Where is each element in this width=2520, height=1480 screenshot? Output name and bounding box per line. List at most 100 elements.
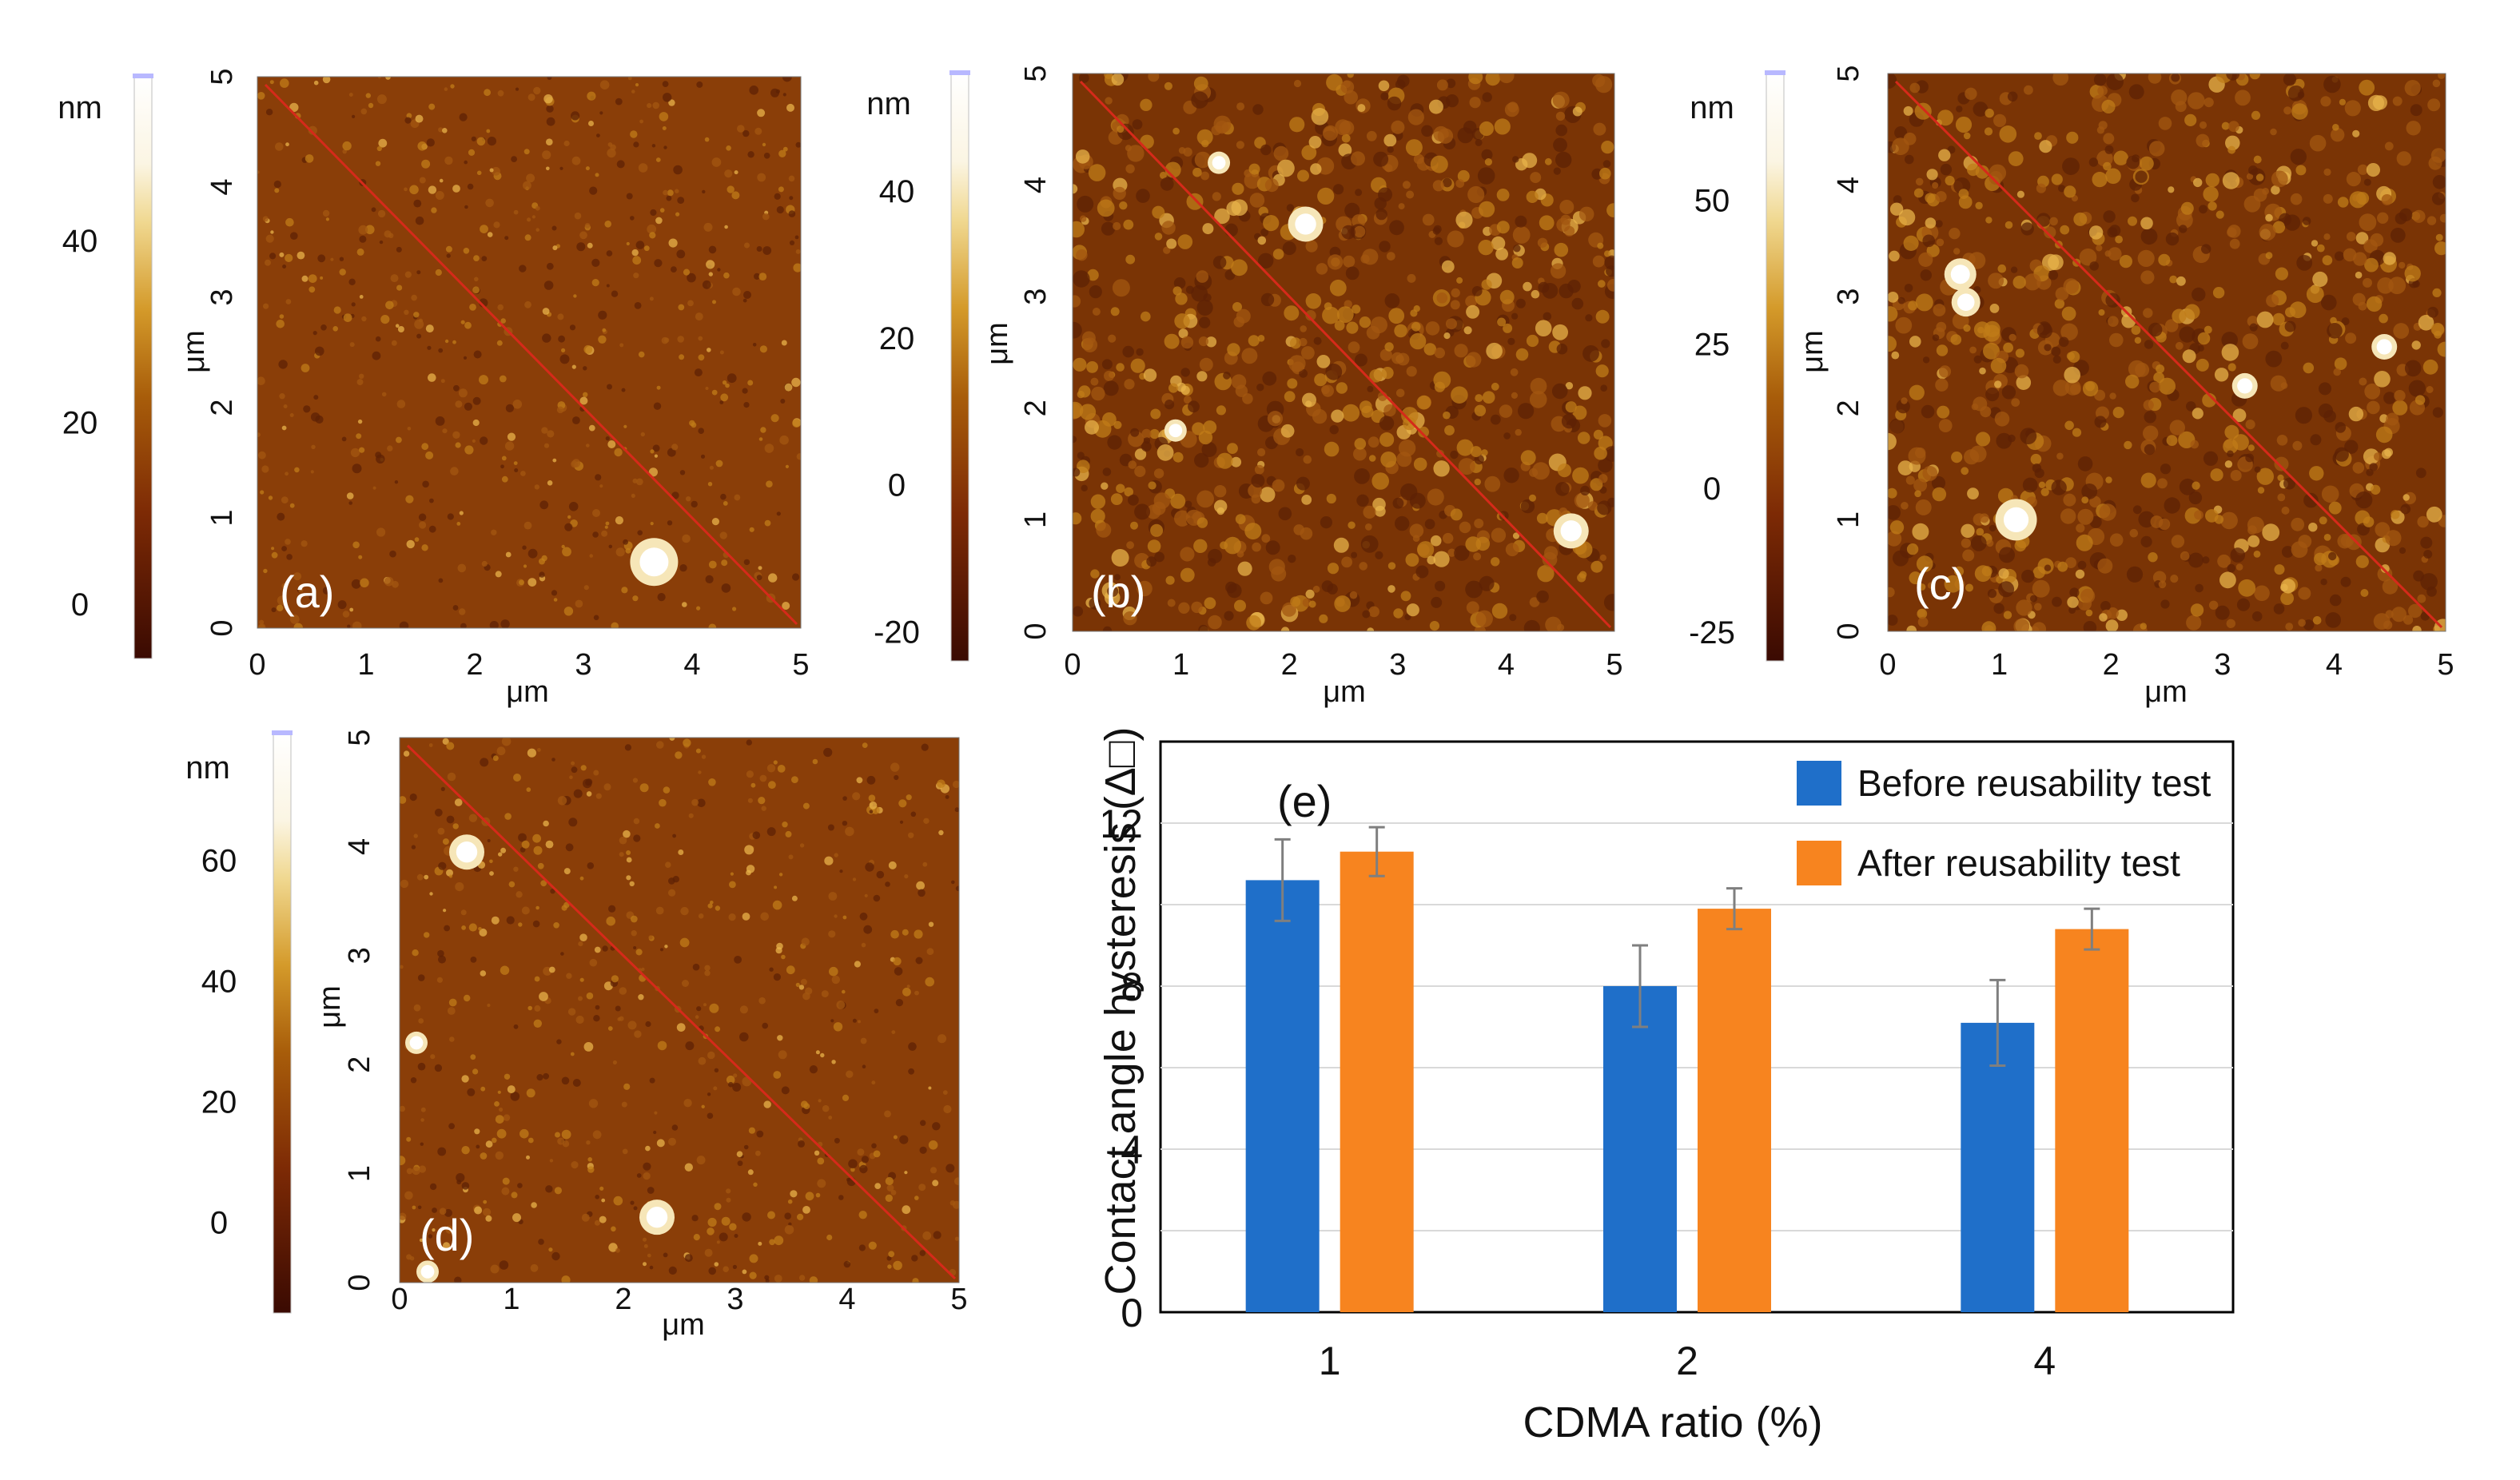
afm-grain xyxy=(499,375,507,383)
afm-grain xyxy=(279,393,285,400)
afm-grain xyxy=(683,738,691,747)
afm-grain xyxy=(1172,127,1180,135)
afm-grain xyxy=(418,1165,427,1173)
afm-grain xyxy=(1479,575,1495,591)
afm-grain xyxy=(2415,467,2426,479)
afm-grain xyxy=(2320,579,2327,586)
afm-grain xyxy=(1451,386,1468,404)
afm-grain xyxy=(257,376,265,385)
afm-grain xyxy=(1937,405,1950,419)
plot-frame xyxy=(1159,740,2235,1314)
afm-grain xyxy=(2281,546,2294,558)
afm-grain xyxy=(602,328,607,332)
afm-grain xyxy=(2052,355,2061,364)
afm-grain xyxy=(708,778,716,786)
afm-grain xyxy=(491,916,500,925)
afm-grain xyxy=(640,432,645,437)
afm-grain xyxy=(764,1275,770,1280)
afm-grain xyxy=(1128,494,1139,506)
x-tick-label: 0 xyxy=(391,1283,408,1316)
afm-grain xyxy=(1186,193,1204,210)
afm-grain xyxy=(589,554,593,558)
afm-grain xyxy=(1134,448,1147,460)
afm-grain xyxy=(1987,589,1997,599)
afm-grain xyxy=(1557,623,1565,631)
afm-grain xyxy=(375,452,382,459)
afm-grain xyxy=(2051,479,2067,495)
afm-grain xyxy=(599,80,610,90)
afm-grain xyxy=(753,1182,758,1187)
afm-grain xyxy=(1484,158,1492,166)
afm-grain xyxy=(1204,597,1216,610)
afm-grain xyxy=(309,286,316,293)
afm-grain xyxy=(1894,126,1908,139)
afm-grain xyxy=(686,496,691,502)
afm-grain xyxy=(2431,192,2446,205)
afm-grain xyxy=(786,103,794,112)
afm-grain xyxy=(2157,478,2168,489)
afm-grain xyxy=(2432,79,2441,88)
afm-grain xyxy=(1965,87,1977,101)
afm-grain xyxy=(845,826,854,837)
afm-grain xyxy=(2008,434,2016,443)
afm-grain xyxy=(592,531,599,538)
afm-grain xyxy=(1578,386,1592,400)
afm-grain xyxy=(1473,552,1482,561)
afm-grain xyxy=(1465,295,1477,308)
afm-grain xyxy=(418,513,427,521)
afm-grain xyxy=(548,1247,553,1252)
afm-grain xyxy=(2325,612,2341,628)
afm-grain xyxy=(446,815,455,824)
afm-grain xyxy=(1564,225,1575,237)
afm-grain xyxy=(802,802,810,810)
afm-grain xyxy=(349,342,355,348)
afm-grain xyxy=(412,1166,420,1176)
afm-grain xyxy=(643,1237,647,1242)
afm-grain xyxy=(649,296,654,301)
afm-grain xyxy=(352,114,356,118)
afm-grain xyxy=(1331,409,1344,423)
afm-grain xyxy=(1917,617,1929,627)
afm-grain xyxy=(2032,579,2050,598)
afm-grain xyxy=(527,93,535,101)
x-tick-label: 4 xyxy=(2033,1339,2056,1383)
afm-grain xyxy=(1280,424,1295,438)
afm-grain xyxy=(633,834,641,842)
afm-grain xyxy=(512,400,523,409)
afm-grain xyxy=(2007,91,2018,102)
afm-grain xyxy=(421,443,429,451)
afm-grain xyxy=(912,1278,919,1283)
afm-grain xyxy=(1909,571,1922,585)
afm-grain xyxy=(859,1164,868,1174)
afm-grain xyxy=(377,77,381,79)
afm-grain xyxy=(667,189,674,197)
afm-grain xyxy=(480,436,488,445)
afm-grain xyxy=(873,1150,881,1158)
afm-grain xyxy=(543,280,554,290)
afm-grain xyxy=(763,153,770,159)
afm-grain xyxy=(1353,447,1367,461)
afm-grain xyxy=(533,86,541,95)
afm-grain xyxy=(569,324,576,331)
afm-grain xyxy=(415,216,424,225)
afm-grain xyxy=(489,871,494,876)
afm-grain xyxy=(481,560,488,567)
afm-grain xyxy=(639,119,643,124)
afm-grain xyxy=(533,845,543,855)
afm-grain xyxy=(2329,594,2342,607)
afm-grain xyxy=(313,331,317,336)
afm-grain xyxy=(794,235,799,240)
afm-grain xyxy=(2044,344,2052,352)
afm-grain xyxy=(1379,432,1395,448)
afm-grain xyxy=(632,595,639,602)
afm-grain xyxy=(799,843,805,848)
afm-grain xyxy=(2100,601,2111,611)
afm-grain xyxy=(1231,259,1248,277)
afm-grain xyxy=(1080,215,1087,222)
y-tick-label: 2 xyxy=(205,399,239,416)
afm-grain xyxy=(615,97,623,105)
afm-grain xyxy=(2077,560,2087,570)
afm-grain xyxy=(1888,432,1897,451)
afm-grain xyxy=(428,743,433,747)
afm-grain xyxy=(2051,346,2061,356)
